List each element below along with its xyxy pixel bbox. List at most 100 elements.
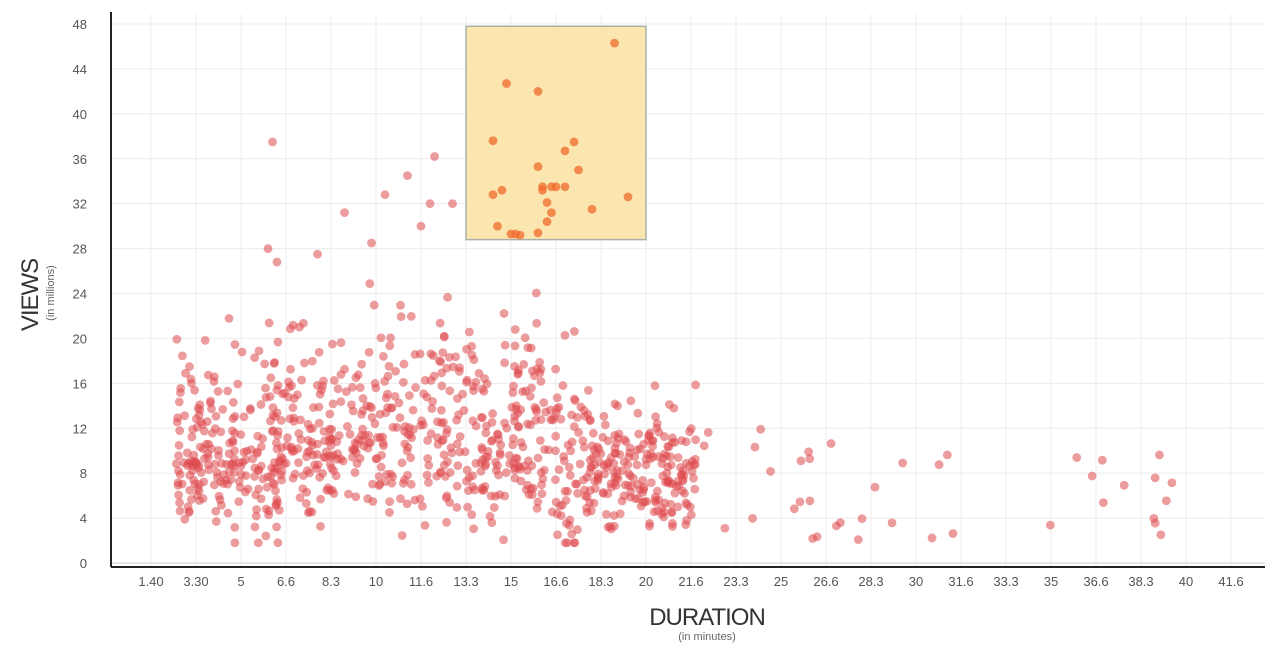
data-point bbox=[273, 337, 283, 347]
data-point bbox=[479, 386, 489, 396]
data-point-highlighted bbox=[574, 165, 583, 175]
data-point bbox=[453, 461, 463, 471]
data-point bbox=[481, 459, 491, 469]
data-point bbox=[546, 415, 556, 425]
data-point bbox=[199, 477, 209, 487]
data-point bbox=[1097, 455, 1107, 465]
data-point bbox=[364, 347, 374, 357]
data-point bbox=[415, 494, 425, 504]
data-point bbox=[240, 487, 250, 497]
data-point bbox=[316, 494, 325, 504]
data-point bbox=[551, 431, 561, 441]
data-point bbox=[566, 446, 576, 456]
data-point bbox=[689, 473, 698, 483]
data-point bbox=[230, 340, 240, 349]
data-point bbox=[285, 324, 295, 334]
data-point bbox=[681, 437, 691, 447]
data-point bbox=[252, 505, 261, 514]
data-point bbox=[459, 406, 469, 415]
data-point bbox=[448, 199, 457, 209]
data-point bbox=[831, 521, 841, 531]
data-point bbox=[673, 453, 683, 462]
data-point bbox=[175, 426, 185, 436]
data-point bbox=[611, 448, 621, 458]
data-point bbox=[482, 379, 492, 389]
data-point bbox=[254, 346, 264, 356]
data-point bbox=[427, 404, 437, 413]
data-point bbox=[403, 171, 412, 180]
data-point bbox=[312, 449, 322, 459]
data-point bbox=[230, 538, 240, 548]
data-point bbox=[399, 359, 409, 369]
data-point bbox=[720, 523, 730, 533]
data-point bbox=[560, 330, 570, 340]
data-point bbox=[514, 422, 524, 432]
data-point bbox=[691, 435, 701, 445]
x-axis-title: DURATION bbox=[649, 604, 765, 631]
data-point bbox=[295, 322, 304, 332]
data-point bbox=[218, 405, 228, 414]
data-point bbox=[341, 387, 351, 396]
data-point bbox=[287, 447, 297, 456]
data-point bbox=[452, 439, 462, 449]
data-point bbox=[537, 489, 547, 499]
x-tick-label: 15 bbox=[504, 574, 518, 589]
data-point bbox=[624, 452, 634, 462]
data-point bbox=[509, 381, 518, 391]
data-point bbox=[673, 502, 683, 512]
data-point bbox=[579, 405, 589, 415]
data-point bbox=[681, 520, 691, 530]
data-point bbox=[516, 476, 526, 486]
y-tick-label: 24 bbox=[73, 287, 87, 302]
data-point bbox=[437, 368, 447, 378]
data-point bbox=[406, 453, 416, 463]
data-point bbox=[536, 415, 546, 424]
data-point bbox=[272, 522, 281, 532]
data-point bbox=[378, 351, 388, 361]
x-tick-label: 28.3 bbox=[858, 574, 883, 589]
data-point bbox=[217, 500, 226, 510]
data-point bbox=[357, 359, 367, 369]
data-point bbox=[795, 497, 805, 507]
data-point bbox=[641, 460, 651, 470]
y-tick-label: 48 bbox=[73, 17, 87, 32]
data-point bbox=[175, 506, 185, 516]
data-point bbox=[635, 444, 645, 454]
data-point bbox=[674, 481, 684, 491]
data-point bbox=[514, 365, 523, 375]
data-point bbox=[756, 424, 766, 434]
data-point bbox=[318, 469, 328, 478]
data-point bbox=[635, 485, 645, 495]
data-point bbox=[394, 398, 404, 408]
data-point bbox=[272, 257, 282, 267]
data-point bbox=[198, 494, 208, 503]
data-point bbox=[623, 460, 633, 470]
data-point bbox=[284, 382, 294, 392]
data-point bbox=[942, 450, 952, 460]
data-point bbox=[400, 426, 409, 436]
x-tick-label: 33.3 bbox=[993, 574, 1018, 589]
data-point bbox=[476, 466, 486, 476]
data-point bbox=[426, 376, 436, 385]
data-point bbox=[600, 469, 609, 479]
data-point bbox=[272, 444, 282, 454]
data-point bbox=[789, 504, 799, 514]
data-point bbox=[468, 471, 478, 481]
data-point bbox=[307, 356, 317, 366]
data-point bbox=[173, 413, 183, 423]
data-point bbox=[564, 462, 574, 472]
data-point bbox=[887, 518, 897, 528]
data-point bbox=[519, 359, 529, 369]
data-point bbox=[463, 502, 472, 512]
data-point bbox=[276, 416, 286, 425]
data-point bbox=[273, 431, 283, 440]
data-point bbox=[417, 501, 427, 511]
data-point bbox=[340, 364, 349, 374]
data-point bbox=[181, 368, 190, 378]
data-point bbox=[1161, 496, 1171, 506]
data-point bbox=[826, 439, 836, 448]
data-point bbox=[419, 420, 428, 430]
data-point bbox=[462, 476, 471, 486]
data-point bbox=[766, 467, 775, 476]
